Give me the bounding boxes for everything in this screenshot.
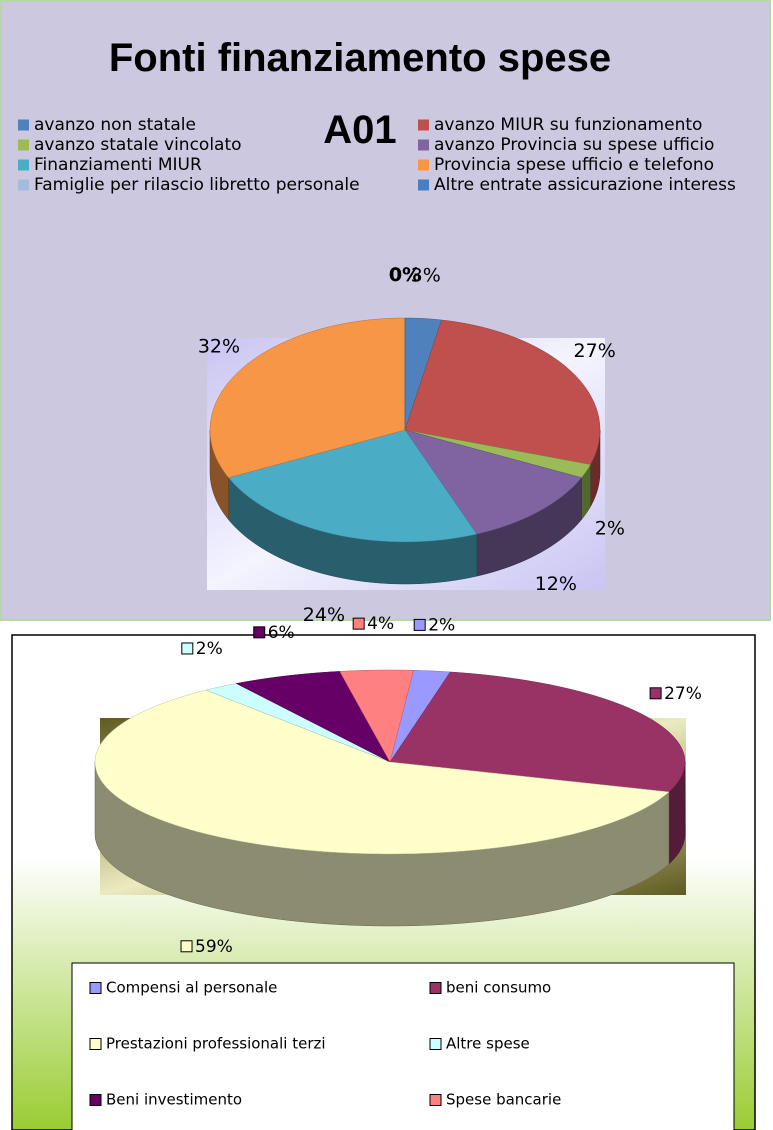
legend-label: Beni investimento bbox=[106, 1091, 242, 1109]
legend-swatch bbox=[418, 119, 429, 131]
data-label: 2% bbox=[595, 517, 625, 539]
data-label: 27% bbox=[664, 684, 702, 704]
slice bbox=[404, 319, 601, 465]
data-label: 0% bbox=[389, 264, 421, 286]
chart-title: Fonti finanziamento spese A01 bbox=[108, 36, 612, 152]
label-swatch bbox=[352, 617, 365, 630]
legend-swatch bbox=[89, 1094, 102, 1106]
label-swatch bbox=[649, 687, 662, 700]
legend-label: Provincia spese ufficio e telefono bbox=[434, 155, 714, 175]
data-label: 4% bbox=[367, 614, 394, 634]
legend-label: avanzo non statale bbox=[34, 115, 196, 135]
data-label: 3% bbox=[411, 265, 441, 287]
data-label: 0% bbox=[389, 264, 421, 286]
legend-swatch bbox=[418, 159, 429, 171]
legend-swatch bbox=[89, 982, 102, 994]
legend-label: Compensi al personale bbox=[106, 979, 277, 997]
legend-swatch bbox=[18, 159, 29, 171]
legend-swatch bbox=[429, 1038, 442, 1050]
data-label: 32% bbox=[198, 336, 240, 358]
data-label: 2% bbox=[428, 615, 455, 635]
legend-swatch bbox=[418, 179, 429, 191]
slice bbox=[404, 429, 582, 535]
legend-label: Altre entrate assicurazione interess bbox=[434, 175, 736, 195]
label-swatch bbox=[181, 642, 194, 655]
legend-label: avanzo Provincia su spese ufficio bbox=[434, 135, 714, 155]
legend-label: Spese bancarie bbox=[446, 1091, 561, 1109]
legend-swatch bbox=[18, 139, 29, 151]
slice bbox=[339, 669, 414, 763]
label-swatch bbox=[180, 940, 193, 953]
legend-label: Famiglie per rilascio libretto personale bbox=[34, 175, 360, 195]
label-swatch bbox=[413, 618, 426, 631]
legend-swatch bbox=[89, 1038, 102, 1050]
legend-label: avanzo statale vincolato bbox=[34, 135, 242, 155]
slice bbox=[235, 671, 391, 763]
legend-label: Altre spese bbox=[446, 1035, 530, 1053]
data-label: 6% bbox=[268, 623, 295, 643]
legend-label: Finanziamenti MIUR bbox=[34, 155, 202, 175]
data-label: 27% bbox=[574, 340, 616, 362]
slice bbox=[209, 317, 406, 478]
data-label: 2% bbox=[196, 639, 223, 659]
legend-swatch bbox=[429, 982, 442, 994]
legend-swatch bbox=[418, 139, 429, 151]
data-label: 59% bbox=[195, 937, 233, 957]
data-label: 12% bbox=[535, 573, 577, 595]
data-label: 24% bbox=[303, 604, 345, 626]
slice bbox=[389, 671, 686, 793]
label-swatch bbox=[253, 626, 266, 639]
legend-2-box bbox=[71, 962, 735, 1130]
legend-swatch bbox=[18, 119, 29, 131]
legend-label: beni consumo bbox=[446, 979, 551, 997]
legend-label: Prestazioni professionali terzi bbox=[106, 1035, 326, 1053]
legend-swatch bbox=[429, 1094, 442, 1106]
slice bbox=[94, 689, 670, 855]
legend-label: avanzo MIUR su funzionamento bbox=[434, 115, 702, 135]
legend-swatch bbox=[18, 179, 29, 191]
slice bbox=[228, 429, 478, 543]
